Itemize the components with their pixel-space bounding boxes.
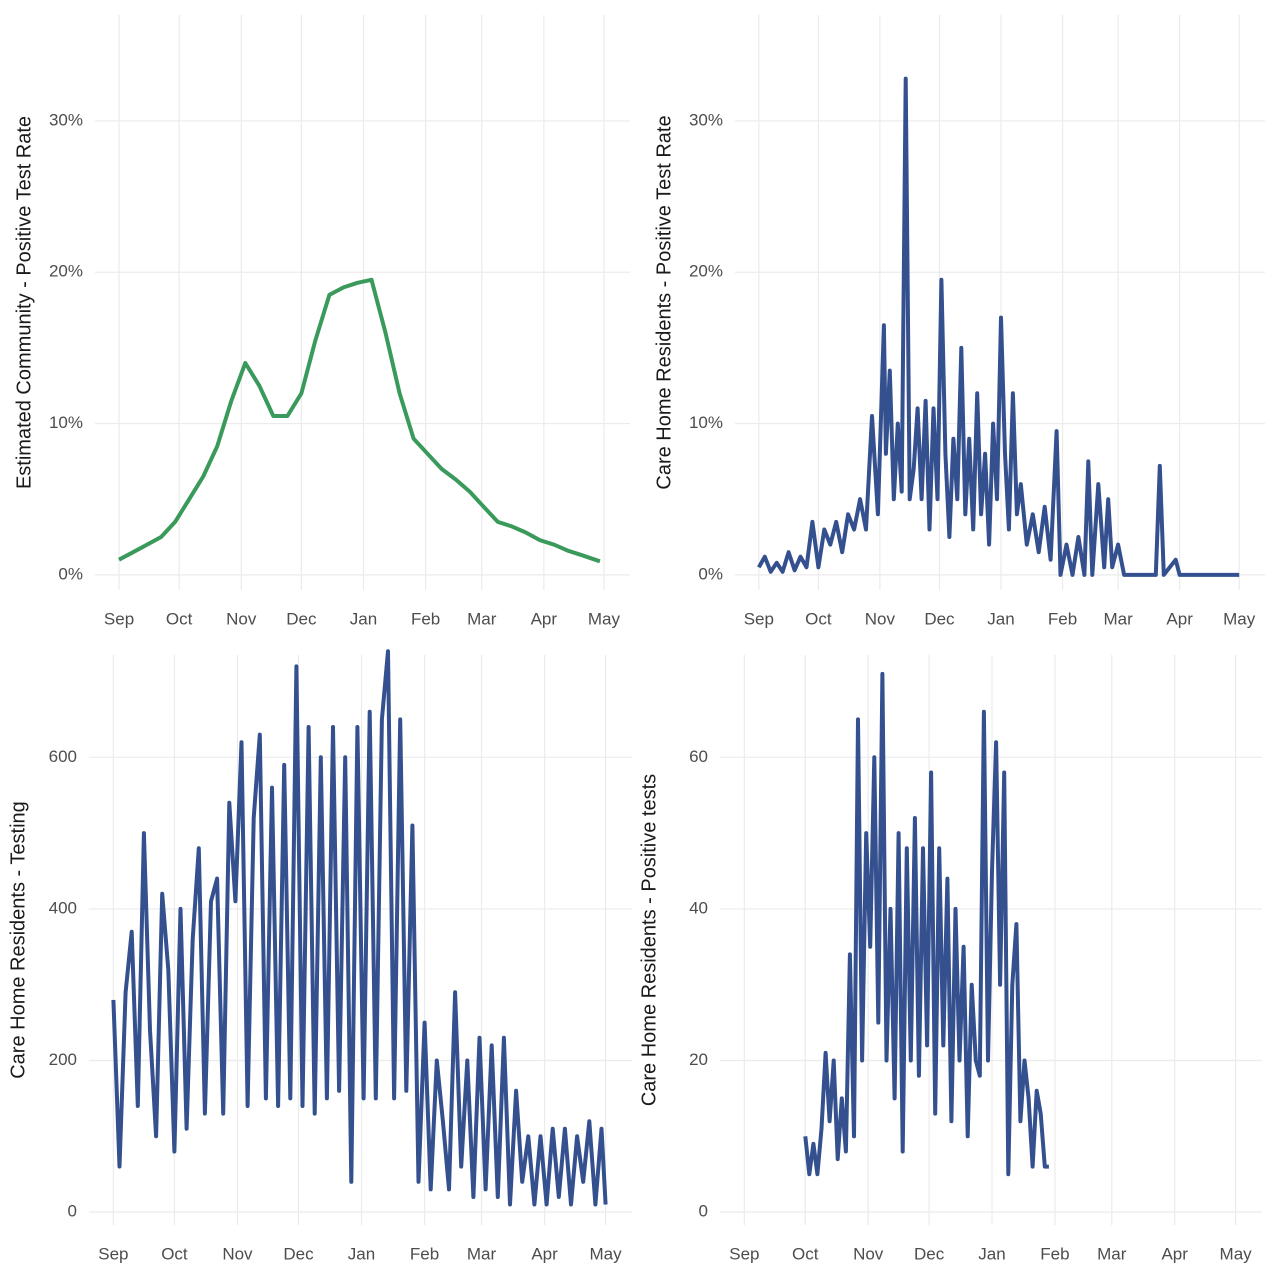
y-tick-label: 0% xyxy=(58,564,83,583)
x-tick-label: Sep xyxy=(744,609,774,628)
y-tick-label: 400 xyxy=(49,898,77,917)
x-tick-label: Mar xyxy=(467,609,497,628)
x-tick-label: Jan xyxy=(348,1244,375,1263)
y-tick-label: 0 xyxy=(68,1202,77,1221)
x-tick-label: Nov xyxy=(853,1244,884,1263)
x-tick-label: Oct xyxy=(792,1244,819,1263)
data-line xyxy=(111,649,608,1207)
x-tick-label: Feb xyxy=(1048,609,1077,628)
x-tick-label: Dec xyxy=(924,609,955,628)
y-axis-title: Estimated Community - Positive Test Rate xyxy=(13,116,35,489)
y-tick-label: 0 xyxy=(699,1202,708,1221)
x-tick-label: Sep xyxy=(98,1244,128,1263)
y-tick-label: 0% xyxy=(698,564,723,583)
x-tick-label: May xyxy=(588,609,621,628)
y-tick-label: 600 xyxy=(49,747,77,766)
x-tick-label: Nov xyxy=(226,609,257,628)
x-tick-label: Mar xyxy=(467,1244,497,1263)
data-line xyxy=(757,76,1240,577)
x-tick-label: Apr xyxy=(1161,1244,1188,1263)
y-tick-label: 10% xyxy=(689,413,723,432)
x-tick-label: Apr xyxy=(1166,609,1193,628)
x-tick-label: Dec xyxy=(914,1244,945,1263)
x-tick-label: Dec xyxy=(283,1244,314,1263)
x-tick-label: Feb xyxy=(411,609,440,628)
y-tick-label: 40 xyxy=(689,898,708,917)
y-tick-label: 30% xyxy=(49,110,83,129)
x-tick-label: Jan xyxy=(978,1244,1005,1263)
x-tick-label: Dec xyxy=(286,609,317,628)
x-tick-label: Nov xyxy=(865,609,896,628)
y-axis-title: Care Home Residents - Testing xyxy=(7,801,29,1079)
data-line xyxy=(803,671,1049,1177)
y-tick-label: 20% xyxy=(689,262,723,281)
y-tick-label: 60 xyxy=(689,747,708,766)
x-tick-label: Feb xyxy=(410,1244,439,1263)
x-tick-label: Oct xyxy=(805,609,832,628)
x-tick-label: Jan xyxy=(350,609,377,628)
x-tick-label: May xyxy=(1223,609,1256,628)
y-tick-label: 20 xyxy=(689,1050,708,1069)
x-tick-label: Mar xyxy=(1097,1244,1127,1263)
x-tick-label: May xyxy=(1220,1244,1253,1263)
y-axis-title: Care Home Residents - Positive Test Rate xyxy=(653,115,675,489)
x-tick-label: Oct xyxy=(161,1244,188,1263)
x-tick-label: Sep xyxy=(729,1244,759,1263)
y-axis-title: Care Home Residents - Positive tests xyxy=(638,774,660,1106)
x-tick-label: Mar xyxy=(1103,609,1133,628)
x-tick-label: Nov xyxy=(222,1244,253,1263)
x-tick-label: May xyxy=(589,1244,622,1263)
x-tick-label: Sep xyxy=(104,609,134,628)
x-tick-label: Apr xyxy=(531,609,558,628)
x-tick-label: Jan xyxy=(987,609,1014,628)
data-line xyxy=(118,277,601,564)
x-tick-label: Feb xyxy=(1040,1244,1069,1263)
y-tick-label: 10% xyxy=(49,413,83,432)
y-tick-label: 200 xyxy=(49,1050,77,1069)
y-tick-label: 20% xyxy=(49,262,83,281)
x-tick-label: Apr xyxy=(531,1244,558,1263)
x-tick-label: Oct xyxy=(166,609,193,628)
y-tick-label: 30% xyxy=(689,110,723,129)
